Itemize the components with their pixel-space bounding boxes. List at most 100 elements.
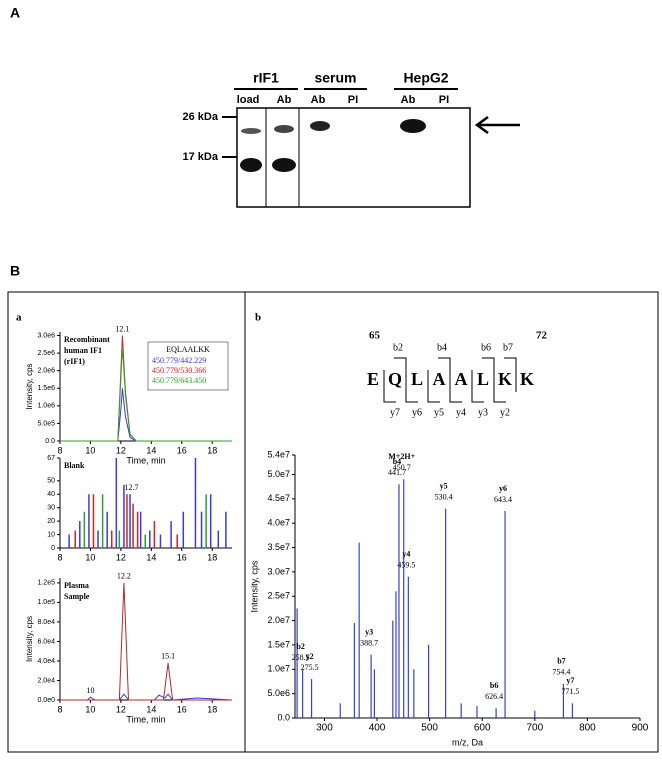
residue: L xyxy=(477,369,489,389)
y-tick-label: 30 xyxy=(47,505,55,512)
ion-label: b4 xyxy=(393,457,401,466)
panel-frame xyxy=(7,291,659,753)
arrow-head xyxy=(474,115,489,135)
y-axis-label: Intensity, cps xyxy=(25,363,34,409)
y-axis-label: Intensity, cps xyxy=(25,616,34,662)
legend-box xyxy=(147,341,229,391)
y-tick-label: 5.0e7 xyxy=(267,469,290,479)
sub-label: a xyxy=(16,312,22,324)
y-ion: y3 xyxy=(478,407,488,418)
chart-annotation: Blank xyxy=(64,461,85,470)
y-tick-label: 20 xyxy=(47,518,55,525)
marker-label: 17 kDa xyxy=(183,151,219,163)
x-tick-label: 10 xyxy=(85,445,95,455)
y-tick-label: 0 xyxy=(51,545,55,552)
y-tick-label: 1.0e7 xyxy=(267,664,290,674)
y-tick-label: 5.0e6 xyxy=(267,688,290,698)
sub-label: b xyxy=(255,312,261,324)
y-tick-label: 2.5e6 xyxy=(37,350,55,357)
x-tick-label: 14 xyxy=(146,552,156,562)
mz-label: 441.7 xyxy=(388,468,406,477)
ion-label: y3 xyxy=(365,628,373,637)
lane-label: Ab xyxy=(277,94,292,106)
x-tick-label: 16 xyxy=(177,552,187,562)
residue: K xyxy=(520,369,534,389)
band xyxy=(272,158,296,172)
y-tick-label: 1.0e5 xyxy=(37,599,55,606)
group-label: HepG2 xyxy=(403,70,448,86)
x-tick-label: 500 xyxy=(421,723,438,734)
residue-number: 65 xyxy=(369,330,381,342)
y-bracket xyxy=(405,370,418,403)
x-tick-label: 800 xyxy=(579,723,596,734)
y-tick-label: 2.0e6 xyxy=(37,368,55,375)
y-tick-label: 1.2e5 xyxy=(37,580,55,587)
panel-label: B xyxy=(10,263,20,279)
mz-label: 388.7 xyxy=(360,639,378,648)
lane-label: PI xyxy=(439,94,449,106)
y-tick-label: 0.0 xyxy=(277,712,290,722)
legend-entry: 450.779/643.450 xyxy=(152,376,206,385)
y-tick-label: 2.0e7 xyxy=(267,615,290,625)
y-tick-label: 4.5e7 xyxy=(267,493,290,503)
legend-entry: 450.779/530.366 xyxy=(152,366,206,375)
blot xyxy=(236,107,471,208)
y-tick-label: 8.0e4 xyxy=(37,619,55,626)
x-tick-label: 18 xyxy=(207,704,217,714)
x-axis-label: m/z, Da xyxy=(452,737,483,747)
peak-label: 12.7 xyxy=(125,483,139,492)
lane-label: Ab xyxy=(401,94,416,106)
residue: A xyxy=(433,369,446,389)
x-tick-label: 8 xyxy=(57,552,62,562)
peak-label: 15.1 xyxy=(161,652,175,661)
x-tick-label: 400 xyxy=(369,723,386,734)
ion-label: b2 xyxy=(296,642,304,651)
ion-label: y5 xyxy=(440,481,448,490)
x-tick-label: 16 xyxy=(177,704,187,714)
x-tick-label: 600 xyxy=(474,723,491,734)
x-tick-label: 8 xyxy=(57,704,62,714)
x-axis-label: Time, min xyxy=(126,714,165,724)
mz-label: 258.5 xyxy=(292,653,310,662)
y-tick-label: 10 xyxy=(47,531,55,538)
band xyxy=(400,119,426,133)
ion-label: b6 xyxy=(490,681,498,690)
y-tick-label: 50 xyxy=(47,478,55,485)
y-bracket xyxy=(471,370,484,403)
x-tick-label: 14 xyxy=(146,445,156,455)
x-tick-label: 10 xyxy=(85,704,95,714)
x-tick-label: 12 xyxy=(116,445,126,455)
y-ion: y6 xyxy=(412,407,422,418)
y-tick-label: 4.0e7 xyxy=(267,518,290,528)
mz-label: 643.4 xyxy=(494,495,512,504)
y-tick-label: 4.0e4 xyxy=(37,658,55,665)
peak-label: 10 xyxy=(86,686,94,695)
panel-label: A xyxy=(10,5,20,21)
y-bracket xyxy=(383,370,396,403)
b-ion: b4 xyxy=(437,342,447,353)
y-tick-label: 1.0e6 xyxy=(37,403,55,410)
y-tick-label: 2.5e7 xyxy=(267,591,290,601)
mz-label: 530.4 xyxy=(435,492,453,501)
y-tick-label: 1.5e6 xyxy=(37,385,55,392)
band xyxy=(274,125,294,133)
group-label: serum xyxy=(314,70,356,86)
y-bracket xyxy=(449,370,462,403)
residue: A xyxy=(455,369,468,389)
y-bracket xyxy=(427,370,440,403)
y-tick-label: 3.5e7 xyxy=(267,542,290,552)
group-label: rIF1 xyxy=(253,70,279,86)
y-tick-label: 5.4e7 xyxy=(267,449,290,459)
b-ion: b6 xyxy=(481,342,491,353)
x-tick-label: 16 xyxy=(177,445,187,455)
b-ion: b2 xyxy=(393,342,403,353)
y-tick-label: 0.0 xyxy=(45,438,55,445)
y-tick-label: 6.0e4 xyxy=(37,638,55,645)
chart-annotation: human IF1 xyxy=(64,346,102,355)
x-tick-label: 10 xyxy=(85,552,95,562)
trace xyxy=(60,582,232,701)
x-axis-label: Time, min xyxy=(126,455,165,465)
trace xyxy=(60,693,233,701)
band xyxy=(310,121,330,131)
y-ion: y2 xyxy=(500,407,510,418)
